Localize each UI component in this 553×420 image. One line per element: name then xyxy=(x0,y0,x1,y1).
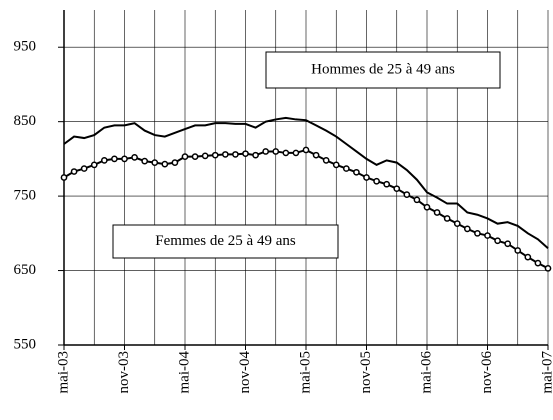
point xyxy=(363,174,370,181)
point xyxy=(262,148,270,155)
point xyxy=(302,146,310,154)
point xyxy=(100,157,108,164)
point xyxy=(453,220,461,228)
series-line xyxy=(63,116,549,249)
point xyxy=(504,240,512,248)
point xyxy=(433,209,441,216)
point xyxy=(292,149,300,157)
x-tick-label: mai-06 xyxy=(418,351,434,394)
y-tick-label: 850 xyxy=(14,113,37,129)
point xyxy=(534,259,542,267)
point xyxy=(484,232,491,239)
point xyxy=(252,151,259,159)
point xyxy=(171,159,179,166)
point xyxy=(342,165,350,172)
point xyxy=(80,165,88,172)
series-label: Hommes de 25 à 49 ans xyxy=(311,61,455,77)
x-tick-label: mai-03 xyxy=(55,351,71,394)
point xyxy=(393,185,401,193)
x-tick-label: mai-05 xyxy=(297,351,313,394)
y-tick-label: 750 xyxy=(14,188,37,204)
point xyxy=(201,152,209,160)
point xyxy=(353,168,360,176)
y-tick-label: 550 xyxy=(14,336,37,352)
point xyxy=(373,177,380,185)
point xyxy=(60,174,68,181)
point xyxy=(121,155,128,163)
y-tick-label: 650 xyxy=(14,262,37,278)
point xyxy=(151,159,159,166)
series-label: Femmes de 25 à 49 ans xyxy=(155,233,296,249)
point xyxy=(544,264,552,272)
point xyxy=(272,148,280,155)
point xyxy=(141,157,149,165)
x-tick-label: nov-04 xyxy=(237,351,253,394)
point xyxy=(242,150,249,158)
point xyxy=(181,153,189,161)
x-tick-label: mai-04 xyxy=(176,351,192,394)
point xyxy=(282,149,290,157)
point xyxy=(423,203,431,211)
point xyxy=(322,157,330,164)
point xyxy=(211,151,219,159)
point xyxy=(221,151,229,158)
point xyxy=(463,225,471,233)
point xyxy=(524,253,532,261)
label-box xyxy=(112,224,339,259)
point xyxy=(111,155,118,163)
point xyxy=(514,247,522,254)
point xyxy=(131,154,138,161)
point xyxy=(70,168,78,175)
point xyxy=(161,160,169,168)
x-tick-label: nov-05 xyxy=(358,351,374,394)
point xyxy=(312,151,320,159)
point xyxy=(383,180,391,188)
point xyxy=(413,196,421,204)
x-tick-label: nov-03 xyxy=(116,351,132,394)
point xyxy=(443,215,451,222)
point xyxy=(232,151,239,158)
y-tick-label: 950 xyxy=(14,39,37,55)
point xyxy=(494,237,501,245)
x-tick-label: mai-07 xyxy=(539,351,553,394)
point xyxy=(332,161,340,169)
point xyxy=(474,229,481,237)
point xyxy=(191,153,199,161)
label-box xyxy=(265,51,501,89)
x-tick-label: nov-06 xyxy=(479,351,495,394)
point xyxy=(403,191,411,198)
point xyxy=(90,161,98,169)
